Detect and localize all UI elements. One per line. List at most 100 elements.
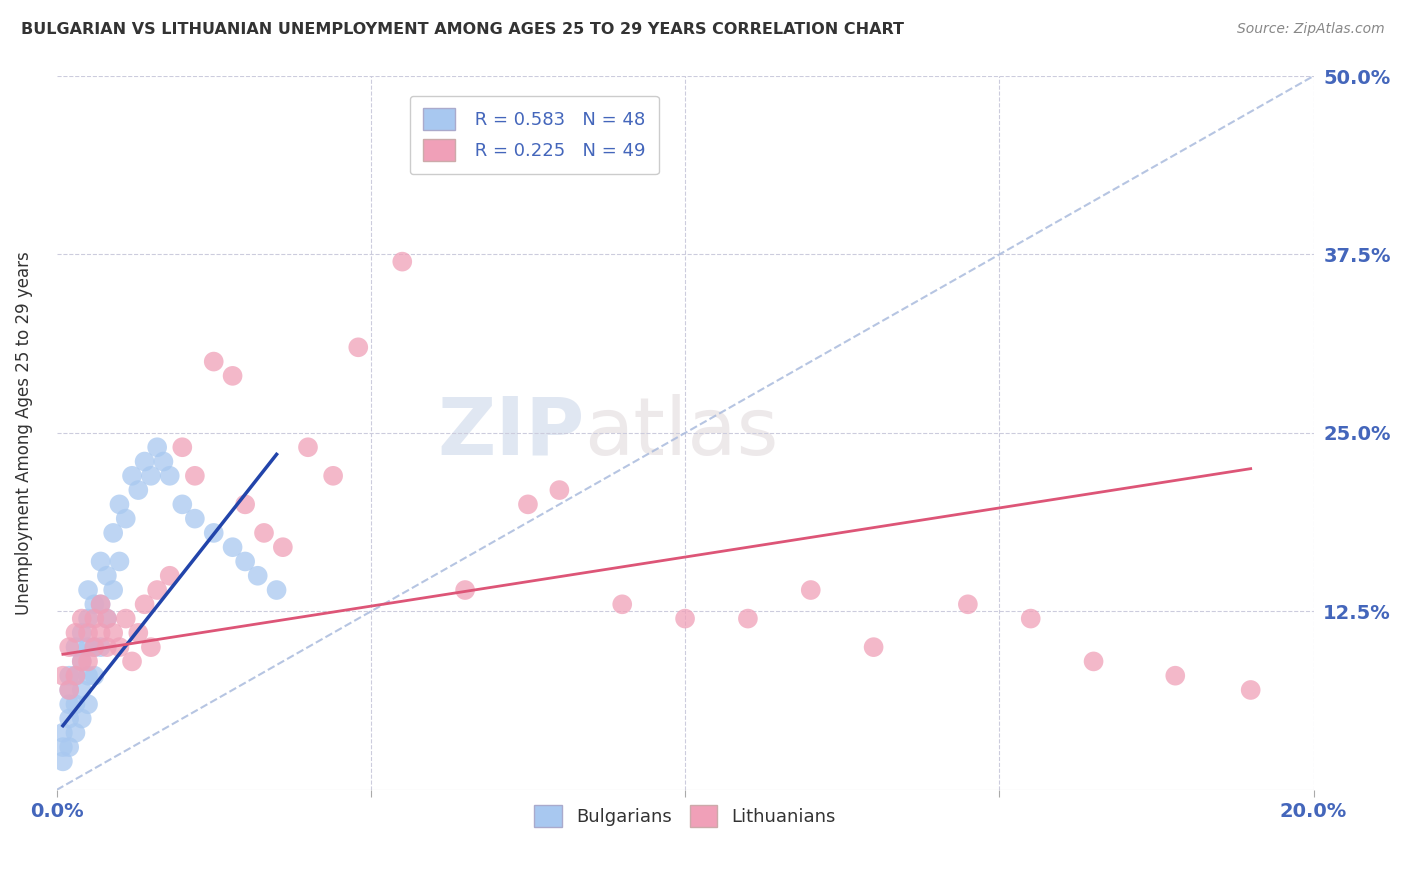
Point (108, 554, 131, 568)
Point (58, 640, 80, 654)
Point (246, 568, 269, 582)
Text: ZIP: ZIP (437, 394, 585, 472)
Point (77, 625, 100, 640)
Point (1164, 669, 1187, 683)
Point (101, 525, 124, 540)
Point (65, 669, 87, 683)
Point (77, 669, 100, 683)
Point (70, 625, 93, 640)
Point (58, 740, 80, 755)
Point (90, 597, 112, 611)
Point (90, 597, 112, 611)
Point (58, 669, 80, 683)
Point (612, 597, 634, 611)
Point (77, 698, 100, 712)
Point (297, 440, 319, 454)
Point (70, 712, 93, 726)
Point (134, 454, 156, 468)
Point (90, 554, 112, 568)
Text: BULGARIAN VS LITHUANIAN UNEMPLOYMENT AMONG AGES 25 TO 29 YEARS CORRELATION CHART: BULGARIAN VS LITHUANIAN UNEMPLOYMENT AMO… (21, 22, 904, 37)
Point (58, 698, 80, 712)
Point (127, 625, 149, 640)
Point (517, 497, 540, 511)
Point (956, 597, 979, 611)
Point (83, 597, 105, 611)
Point (58, 712, 80, 726)
Point (90, 640, 112, 654)
Point (127, 483, 149, 497)
Point (70, 654, 93, 668)
Point (159, 468, 181, 483)
Point (233, 554, 256, 568)
Point (322, 468, 344, 483)
Legend: Bulgarians, Lithuanians: Bulgarians, Lithuanians (527, 798, 844, 834)
Point (1019, 611, 1042, 625)
Point (83, 640, 105, 654)
Point (184, 511, 207, 525)
Point (172, 497, 194, 511)
Point (673, 611, 696, 625)
Point (96, 611, 118, 625)
Point (70, 654, 93, 668)
Point (422, 154, 444, 169)
Point (454, 582, 477, 597)
Point (70, 611, 93, 625)
Point (146, 582, 169, 597)
Point (65, 640, 87, 654)
Point (221, 540, 243, 554)
Point (347, 340, 370, 354)
Point (90, 625, 112, 640)
Text: Source: ZipAtlas.com: Source: ZipAtlas.com (1237, 22, 1385, 37)
Point (52, 740, 75, 755)
Point (108, 497, 131, 511)
Point (101, 625, 124, 640)
Point (139, 640, 162, 654)
Point (83, 640, 105, 654)
Point (862, 640, 884, 654)
Point (152, 454, 174, 468)
Point (65, 669, 87, 683)
Point (52, 726, 75, 740)
Point (221, 368, 243, 383)
Point (114, 611, 136, 625)
Point (101, 582, 124, 597)
Point (114, 511, 136, 525)
Point (1240, 683, 1263, 698)
Point (77, 582, 100, 597)
Text: atlas: atlas (585, 394, 779, 472)
Point (108, 640, 131, 654)
Point (96, 640, 118, 654)
Point (202, 525, 225, 540)
Point (58, 683, 80, 698)
Point (202, 354, 225, 368)
Point (83, 669, 105, 683)
Point (1083, 654, 1105, 668)
Point (737, 611, 759, 625)
Point (146, 440, 169, 454)
Point (65, 625, 87, 640)
Point (96, 611, 118, 625)
Point (800, 582, 823, 597)
Point (271, 540, 294, 554)
Point (548, 483, 571, 497)
Point (58, 683, 80, 698)
Point (159, 568, 181, 582)
Point (77, 640, 100, 654)
Point (139, 468, 162, 483)
Point (253, 525, 276, 540)
Point (266, 582, 288, 597)
Point (65, 698, 87, 712)
Point (77, 611, 100, 625)
Point (134, 597, 156, 611)
Point (233, 497, 256, 511)
Point (121, 654, 143, 668)
Point (96, 568, 118, 582)
Point (77, 654, 100, 668)
Point (172, 440, 194, 454)
Y-axis label: Unemployment Among Ages 25 to 29 years: Unemployment Among Ages 25 to 29 years (15, 251, 32, 615)
Point (65, 726, 87, 740)
Point (83, 611, 105, 625)
Point (121, 468, 143, 483)
Point (184, 468, 207, 483)
Point (391, 254, 413, 268)
